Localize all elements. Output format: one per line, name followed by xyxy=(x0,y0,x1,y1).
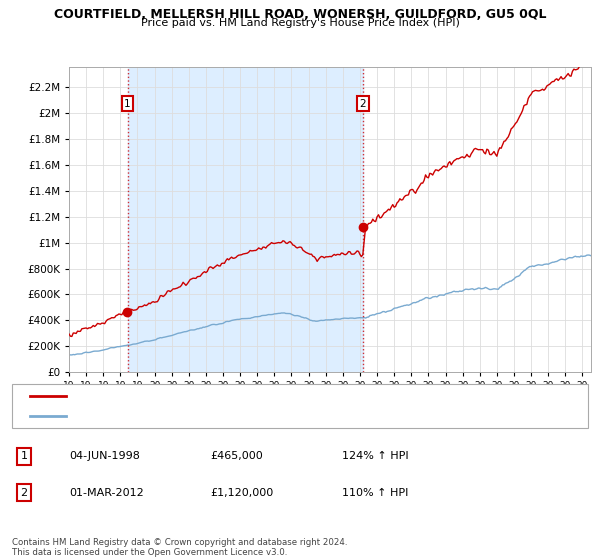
Text: 04-JUN-1998: 04-JUN-1998 xyxy=(69,451,140,461)
Text: 1: 1 xyxy=(20,451,28,461)
Text: £1,120,000: £1,120,000 xyxy=(210,488,273,498)
Text: 2: 2 xyxy=(359,99,366,109)
Text: COURTFIELD, MELLERSH HILL ROAD, WONERSH, GUILDFORD, GU5 0QL: COURTFIELD, MELLERSH HILL ROAD, WONERSH,… xyxy=(54,8,546,21)
Text: 110% ↑ HPI: 110% ↑ HPI xyxy=(342,488,409,498)
Text: COURTFIELD, MELLERSH HILL ROAD, WONERSH, GUILDFORD, GU5 0QL (detached house): COURTFIELD, MELLERSH HILL ROAD, WONERSH,… xyxy=(75,391,537,401)
Text: £465,000: £465,000 xyxy=(210,451,263,461)
Text: 01-MAR-2012: 01-MAR-2012 xyxy=(69,488,144,498)
Text: 1: 1 xyxy=(124,99,131,109)
Text: Price paid vs. HM Land Registry's House Price Index (HPI): Price paid vs. HM Land Registry's House … xyxy=(140,18,460,29)
Text: 2: 2 xyxy=(20,488,28,498)
Text: HPI: Average price, detached house, Waverley: HPI: Average price, detached house, Wave… xyxy=(75,411,316,421)
Text: Contains HM Land Registry data © Crown copyright and database right 2024.
This d: Contains HM Land Registry data © Crown c… xyxy=(12,538,347,557)
Bar xyxy=(128,67,363,372)
Text: 124% ↑ HPI: 124% ↑ HPI xyxy=(342,451,409,461)
